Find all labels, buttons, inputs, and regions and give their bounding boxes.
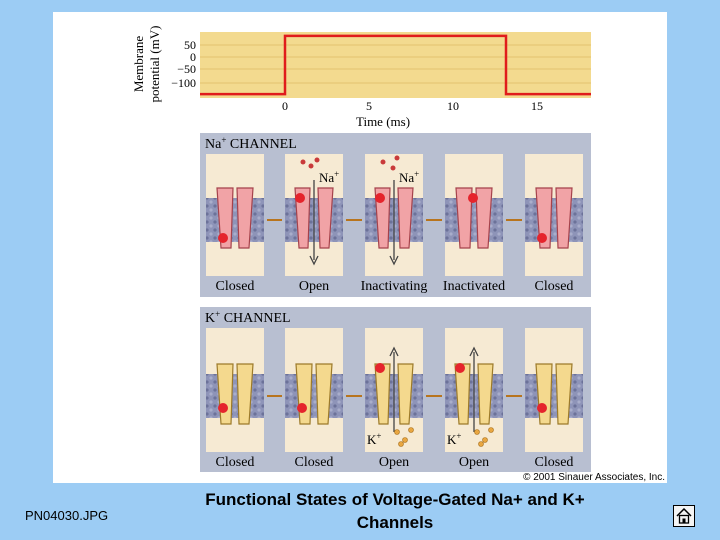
k-channel-panel: K+ CHANNEL: [200, 307, 591, 472]
k-ions: [394, 427, 494, 447]
graph-ylabel-line2: potential (mV): [147, 26, 162, 103]
na-channel-panel: Na+ CHANNEL Na+ Na+: [200, 133, 591, 297]
ytick-label: −100: [171, 76, 196, 90]
caption-line2: Channels: [356, 513, 434, 532]
k-state-label: Closed: [216, 455, 255, 470]
k-ion-label: K+: [367, 431, 381, 447]
figure: Membrane potential (mV) 50 0 −50 −100 0 …: [53, 12, 667, 483]
file-name-label: PN04030.JPG: [25, 508, 109, 523]
xtick-label: 5: [366, 99, 372, 113]
na-state-label: Inactivated: [443, 279, 505, 294]
home-icon: [676, 507, 692, 524]
home-button[interactable]: [673, 505, 695, 527]
na-state-label: Closed: [216, 279, 255, 294]
k-gate-charges: [218, 363, 547, 413]
copyright: © 2001 Sinauer Associates, Inc.: [523, 472, 665, 483]
na-channel-proteins: [216, 187, 573, 249]
na-ions: [300, 155, 400, 171]
ytick-label: −50: [177, 62, 196, 76]
ytick-label: 0: [190, 50, 196, 64]
xtick-label: 10: [447, 99, 459, 113]
ytick-label: 50: [184, 38, 196, 52]
na-gate-charges: [218, 193, 547, 243]
na-state-label: Closed: [535, 279, 574, 294]
graph-ylabel-line1: Membrane: [131, 36, 146, 93]
figure-svg: Membrane potential (mV) 50 0 −50 −100 0 …: [131, 26, 665, 483]
na-ion-label: Na+: [399, 169, 419, 185]
graph-xlabel: Time (ms): [356, 114, 410, 129]
na-ion-label: Na+: [319, 169, 339, 185]
xtick-label: 15: [531, 99, 543, 113]
slide-caption: Functional States of Voltage-Gated Na+ a…: [150, 488, 640, 534]
voltage-trace: [200, 34, 591, 96]
k-state-label: Open: [379, 455, 409, 470]
k-panel-title: K+ CHANNEL: [205, 309, 291, 326]
graph-area: [200, 32, 591, 98]
na-flow-arrows: [309, 180, 399, 266]
xtick-label: 0: [282, 99, 288, 113]
na-state-label: Open: [299, 279, 329, 294]
caption-line1: Functional States of Voltage-Gated Na+ a…: [205, 490, 585, 509]
voltage-graph: Membrane potential (mV) 50 0 −50 −100 0 …: [131, 26, 591, 129]
k-state-label: Closed: [535, 455, 574, 470]
k-channel-proteins: [216, 363, 573, 425]
na-state-label: Inactivating: [361, 279, 428, 294]
na-panel-title: Na+ CHANNEL: [205, 135, 297, 152]
k-state-label: Open: [459, 455, 489, 470]
k-flow-arrows: [389, 346, 479, 432]
k-state-label: Closed: [295, 455, 334, 470]
k-ion-label: K+: [447, 431, 461, 447]
